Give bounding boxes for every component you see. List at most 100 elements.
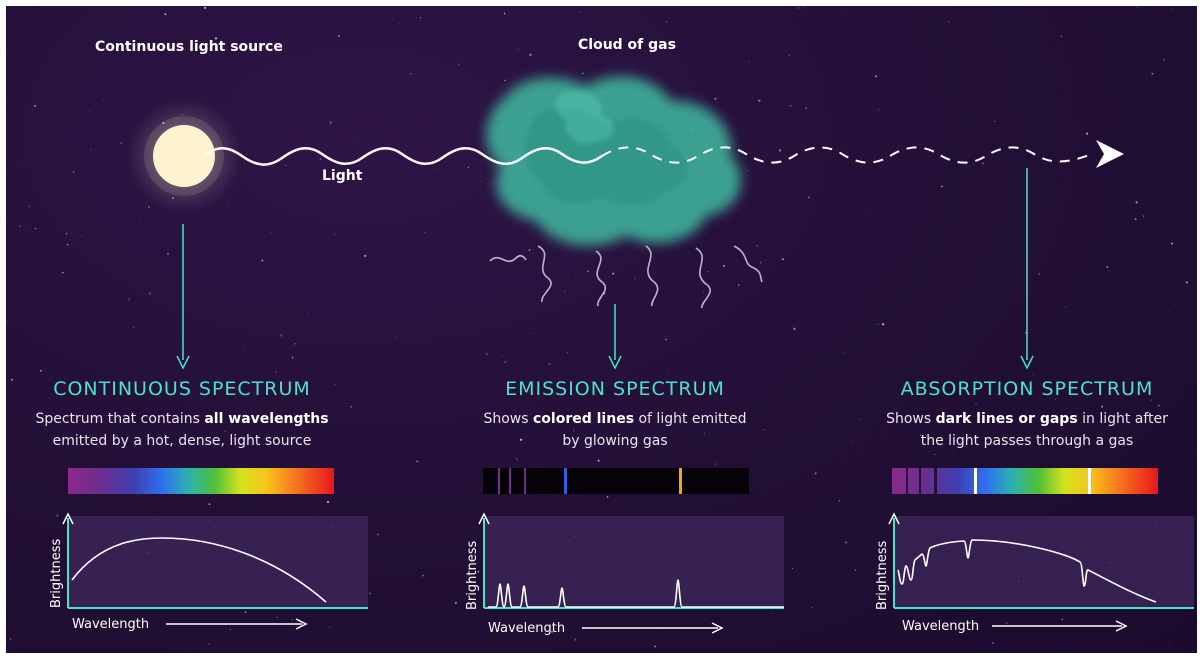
star <box>668 372 670 374</box>
star <box>206 29 208 31</box>
star <box>759 261 762 264</box>
x-axis-label: Wavelength <box>72 617 149 632</box>
emission-line <box>564 468 567 494</box>
star <box>148 292 151 295</box>
star <box>1061 618 1063 620</box>
star <box>275 371 277 373</box>
x-arrow-icon <box>295 618 308 630</box>
absorption-graph: Brightness Wavelength <box>875 512 1194 634</box>
star <box>703 432 706 435</box>
star <box>1174 304 1175 306</box>
star <box>859 419 861 421</box>
light-wave-solid <box>205 146 603 166</box>
emission-curve <box>488 579 784 608</box>
light-source-sun <box>126 98 242 214</box>
star <box>243 346 245 348</box>
star <box>1136 6 1138 8</box>
star <box>919 434 922 436</box>
y-axis-label: Brightness <box>875 541 890 610</box>
star <box>504 361 507 363</box>
star <box>1100 405 1104 408</box>
star <box>851 441 853 443</box>
absorption-gap <box>934 468 937 494</box>
star <box>329 626 331 629</box>
star <box>533 361 535 362</box>
desc-text: emitted by a hot, dense, light source <box>52 433 312 449</box>
continuous-graph: Brightness Wavelength <box>49 512 368 632</box>
star <box>802 7 804 9</box>
star <box>519 438 523 441</box>
star <box>844 15 846 16</box>
star <box>881 323 885 326</box>
star <box>276 616 278 618</box>
star <box>204 6 207 9</box>
emission-line <box>524 468 526 494</box>
desc-text: of light emitted <box>634 411 747 427</box>
star <box>1185 281 1189 284</box>
x-arrow-icon <box>1115 620 1128 632</box>
desc-bold: colored lines <box>533 411 635 427</box>
star <box>528 249 531 251</box>
absorption-gap <box>974 468 977 494</box>
arrow-to-absorption <box>1020 168 1034 370</box>
star <box>291 356 294 359</box>
star <box>1142 215 1145 217</box>
star <box>875 75 878 78</box>
star <box>838 500 840 502</box>
source-label: Continuous light source <box>95 39 283 55</box>
star <box>434 167 436 169</box>
star <box>1038 273 1040 275</box>
emission-wiggles <box>489 245 763 309</box>
star <box>102 98 104 100</box>
star <box>334 233 336 235</box>
star <box>356 651 358 653</box>
star <box>28 225 30 227</box>
star <box>307 312 309 314</box>
continuous-title: CONTINUOUS SPECTRUM <box>53 378 311 400</box>
star <box>326 500 330 504</box>
star <box>416 413 418 415</box>
star <box>18 225 21 228</box>
absorption-gap <box>919 468 921 494</box>
star <box>96 76 98 78</box>
star <box>529 53 532 56</box>
star <box>758 99 761 102</box>
star <box>1163 190 1165 192</box>
star <box>166 252 170 256</box>
star <box>300 318 302 319</box>
desc-text: by glowing gas <box>562 433 668 449</box>
star <box>1169 641 1171 643</box>
star <box>791 568 793 570</box>
star <box>299 493 301 495</box>
star <box>89 110 91 111</box>
star <box>1054 89 1056 90</box>
star <box>227 202 229 204</box>
continuous-spectrum-bar <box>68 468 334 494</box>
star <box>756 245 758 247</box>
star <box>515 458 518 461</box>
star <box>11 378 14 381</box>
star <box>654 645 657 648</box>
star <box>56 514 59 517</box>
star <box>81 235 83 237</box>
star <box>319 158 322 161</box>
light-path-illustration <box>126 76 1124 370</box>
gas-label: Cloud of gas <box>578 37 676 53</box>
star <box>1171 8 1173 10</box>
star <box>789 104 792 107</box>
star <box>368 592 371 595</box>
star <box>280 334 283 337</box>
star <box>788 54 790 57</box>
star <box>868 212 870 214</box>
star <box>995 394 996 396</box>
arrow-to-emission <box>608 304 622 370</box>
star <box>40 369 42 372</box>
absorption-title: ABSORPTION SPECTRUM <box>900 378 1154 400</box>
star <box>357 138 359 140</box>
light-label: Light <box>322 168 363 184</box>
star <box>785 10 786 12</box>
arrow-to-continuous <box>176 224 190 370</box>
star <box>844 352 846 354</box>
star <box>334 384 336 386</box>
light-wave-dashed <box>601 146 1093 164</box>
